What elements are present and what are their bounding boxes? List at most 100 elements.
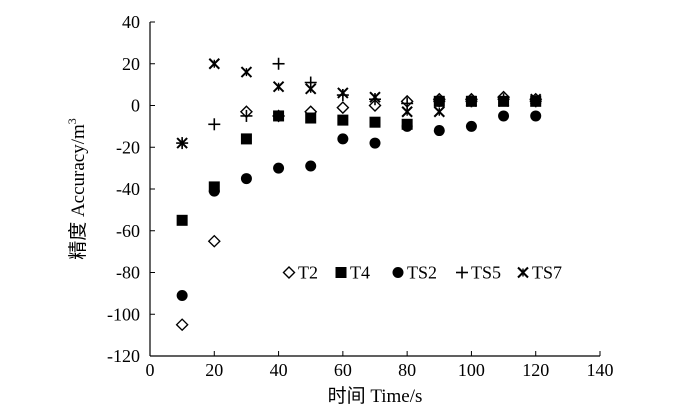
x-axis-title: 时间 Time/s [328,385,423,407]
point-ts2 [369,137,381,149]
point-t2-shape [175,318,189,332]
y-tick-label: -120 [107,346,140,366]
x-tick-label: 60 [334,360,352,380]
legend-item-t4: T4 [335,263,370,283]
point-t2-shape [336,101,350,115]
tick-marks [149,21,601,357]
x-tick-label: 140 [587,360,614,380]
point-ts2 [305,160,317,172]
point-ts7 [433,106,445,118]
point-ts2 [498,110,510,122]
series-t4 [176,95,542,226]
legend-item-ts2: TS2 [392,263,437,283]
point-ts2 [530,110,542,122]
y-tick-label: 0 [131,96,140,116]
point-ts2 [433,125,445,137]
point-ts7 [240,66,253,78]
y-tick-label: 40 [122,12,140,32]
point-t4-shape [337,114,349,126]
point-t2-shape [207,234,221,248]
point-ts2-shape [433,125,445,137]
legend-marker-ts5 [456,266,468,279]
y-tick-label: -20 [116,137,140,157]
legend: T2 T4 TS2 TS5 TS7 [282,263,562,283]
point-ts7 [272,81,285,93]
point-ts2-shape [530,110,542,122]
point-ts2 [208,185,220,197]
point-ts2-shape [401,120,413,132]
point-ts7 [305,83,317,95]
point-t2-shape [368,99,382,112]
point-t4 [305,112,317,124]
point-ts2 [176,289,188,301]
series-ts5 [176,57,542,150]
legend-marker-ts7 [517,266,529,279]
y-axis-title: 精度 Accuracy/m3 [65,118,89,260]
point-ts2 [465,120,477,132]
legend-label-t4: T4 [350,263,370,283]
x-tick-label: 20 [205,360,223,380]
legend-label-t2: T2 [298,263,318,283]
point-ts5 [401,97,414,110]
legend-marker-t2 [282,266,296,279]
legend-item-ts5: TS5 [456,263,501,283]
point-ts2-shape [176,289,188,301]
point-t2 [175,318,189,332]
y-axis-title-superscript: 3 [65,118,79,124]
point-t4 [337,114,349,126]
point-t4-shape [369,116,381,128]
point-ts2-shape [208,185,220,197]
point-ts2 [240,173,252,185]
point-ts2 [401,120,413,132]
point-ts5 [433,95,446,108]
point-t4-shape [176,214,188,226]
point-ts5 [272,57,285,70]
x-tick-label: 0 [146,360,155,380]
legend-label-ts5: TS5 [471,263,501,283]
point-ts5 [240,109,253,122]
point-ts2 [273,162,285,174]
point-ts2-shape [369,137,381,149]
point-t4 [176,214,188,226]
point-ts7 [465,95,478,108]
point-ts2-shape [465,120,477,132]
point-t2 [207,234,221,248]
legend-marker-t4-shape [335,267,347,278]
y-tick-label: -40 [116,179,140,199]
point-ts7 [369,91,381,103]
y-axis-title-main: 精度 Accuracy/m [67,124,89,260]
y-tick-label: -60 [116,221,140,241]
series-ts7 [176,58,542,149]
point-ts2-shape [337,133,349,145]
point-t4-shape [305,112,317,124]
point-t4 [240,133,252,145]
point-ts7 [176,137,188,149]
y-tick-label: -100 [107,304,140,324]
point-t4-shape [240,133,252,145]
legend-label-ts2: TS2 [407,263,437,283]
legend-item-ts7: TS7 [517,263,562,283]
point-ts2-shape [273,162,285,174]
y-tick-label: -80 [116,263,140,283]
point-ts7 [401,106,413,118]
point-ts5 [208,118,221,131]
point-ts2-shape [498,110,510,122]
point-ts7 [337,87,349,99]
point-ts7 [208,58,220,70]
point-ts2 [337,133,349,145]
point-t2 [336,101,350,115]
legend-label-ts7: TS7 [532,263,562,283]
point-t4-shape [273,110,285,122]
y-tick-label: 20 [122,54,140,74]
legend-marker-t2-shape [282,266,296,279]
legend-marker-ts2-shape [392,267,404,278]
x-tick-label: 80 [398,360,416,380]
legend-marker-ts2 [392,267,404,278]
point-t4 [369,116,381,128]
x-tick-label: 100 [458,360,485,380]
point-ts2-shape [240,173,252,185]
point-t4 [273,110,285,122]
tick-labels: 0 20 40 60 80 100 120 140 40 20 0 -20 -40 -60 -80 -100 -… [107,12,614,380]
point-ts2-shape [305,160,317,172]
